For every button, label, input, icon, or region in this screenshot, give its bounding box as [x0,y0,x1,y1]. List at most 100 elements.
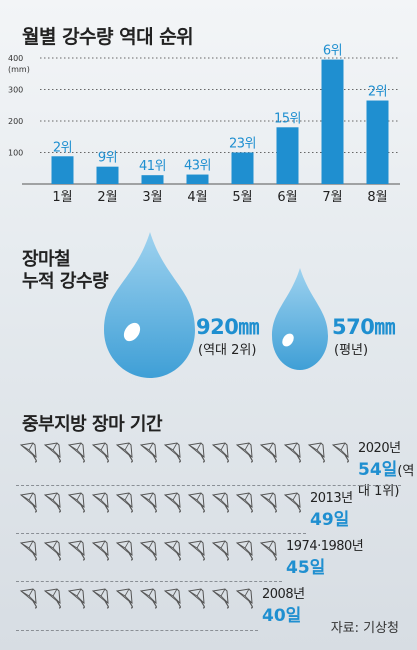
umbrella-icon [42,587,64,613]
large-raindrop-icon [104,232,195,378]
umbrella-icon [114,441,136,467]
bar-rank-label: 15위 [274,111,301,126]
y-tick-label: 100 [8,149,23,158]
umbrella-icon [162,587,184,613]
umbrella-icon [210,491,232,517]
umbrella-row [18,491,306,517]
normal-rainfall-value: 570㎜ [332,315,395,339]
monsoon-days: 54일(역대 1위) [358,460,415,499]
bar-rank-label: 6위 [323,44,342,59]
bar-rank-label: 43위 [184,159,211,174]
umbrella-icon [282,491,304,517]
row-divider [16,533,306,534]
rainfall-title-line2: 누적 강수량 [22,271,109,292]
umbrella-icon [186,441,208,467]
bar [186,174,209,184]
umbrella-icon [306,441,328,467]
umbrella-icon [90,587,112,613]
umbrella-icon [210,539,232,565]
record-rainfall-note: (역대 2위) [198,343,257,358]
umbrella-icon [114,491,136,517]
small-raindrop-icon [272,268,328,370]
umbrella-icon [234,539,256,565]
umbrella-icon [162,491,184,517]
x-tick-label: 3월 [142,190,162,205]
bar-rank-label: 23위 [229,137,256,152]
bar-rank-label: 41위 [139,159,166,174]
row-divider [16,581,282,582]
umbrella-icon [186,491,208,517]
bar [276,127,299,184]
record-rainfall-value: 920㎜ [196,315,259,339]
umbrella-icon [90,491,112,517]
x-tick-label: 7월 [322,190,342,205]
umbrella-icon [234,441,256,467]
monsoon-title: 중부지방 장마 기간 [22,414,163,435]
umbrella-icon [114,587,136,613]
x-tick-label: 4월 [187,190,207,205]
umbrella-icon [138,539,160,565]
normal-rainfall-note: (평년) [334,343,369,358]
umbrella-icon [258,539,280,565]
umbrella-icon [66,587,88,613]
umbrella-icon [138,441,160,467]
bar [141,175,164,184]
umbrella-icon [66,491,88,517]
y-unit-label: (mm) [8,65,30,74]
y-tick-label: 400 [8,54,23,63]
umbrella-row [18,539,282,565]
monthly-rainfall-bar-chart: (mm) 100 200 300 400 2위 1월 9위 2월 41위 3월 43위 4월 23위 5월 1… [8,44,400,205]
bar [366,100,389,184]
monsoon-days: 45일 [286,558,326,578]
umbrella-icon [18,441,40,467]
umbrella-icon [42,441,64,467]
y-tick-label: 200 [8,117,23,126]
umbrella-icon [162,539,184,565]
umbrella-icon [66,441,88,467]
monsoon-year: 2008년 [262,587,305,602]
bar-rank-label: 2위 [368,85,387,100]
umbrella-icon [18,491,40,517]
monsoon-year: 2020년 [358,441,401,456]
row-divider [16,485,401,486]
umbrella-icon [114,539,136,565]
umbrella-icon [18,539,40,565]
x-tick-label: 6월 [277,190,297,205]
umbrella-icon [258,491,280,517]
x-tick-label: 1월 [52,190,72,205]
umbrella-icon [210,441,232,467]
raindrops [104,232,328,378]
row-divider [16,630,258,631]
bar [231,152,254,184]
umbrella-row [18,587,258,613]
umbrella-icon [138,587,160,613]
umbrella-icon [330,441,352,467]
monsoon-days: 40일 [262,606,302,626]
umbrella-icon [186,587,208,613]
x-tick-label: 5월 [232,190,252,205]
x-tick-label: 2월 [97,190,117,205]
source-note: 자료: 기상청 [330,621,399,636]
monsoon-year: 2013년 [310,491,353,506]
umbrella-row [18,441,354,467]
umbrella-icon [66,539,88,565]
umbrella-icon [282,441,304,467]
chart-title: 월별 강수량 역대 순위 [22,26,194,48]
umbrella-icon [90,441,112,467]
umbrella-icon [90,539,112,565]
bar [51,156,74,184]
rainfall-title-line1: 장마철 [22,249,71,270]
monsoon-record-tag: (역대 1위) [358,464,415,499]
x-tick-label: 8월 [367,190,387,205]
umbrella-icon [18,587,40,613]
umbrella-icon [234,587,256,613]
umbrella-icon [42,491,64,517]
monsoon-year: 1974·1980년 [286,539,364,554]
monsoon-days: 49일 [310,510,350,530]
bar-rank-label: 9위 [98,151,117,166]
bar [96,166,119,184]
bar [321,59,344,185]
umbrella-icon [162,441,184,467]
umbrella-icon [42,539,64,565]
y-tick-label: 300 [8,86,23,95]
